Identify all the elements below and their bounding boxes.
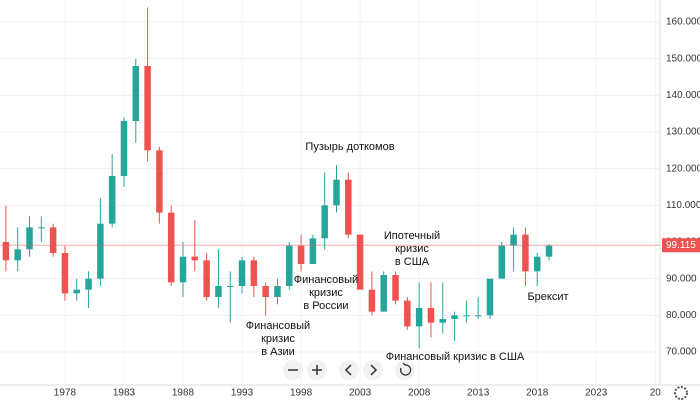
x-tick-label: 1983 bbox=[113, 388, 136, 399]
candle-body bbox=[510, 234, 517, 246]
candle-body bbox=[156, 150, 163, 213]
annotation: в России bbox=[303, 300, 348, 312]
candle-body bbox=[179, 256, 187, 283]
candle-body bbox=[167, 212, 175, 283]
candle-body bbox=[61, 253, 69, 294]
annotation: Финансовый bbox=[294, 274, 358, 286]
last-price-box bbox=[662, 238, 700, 253]
annotation: Брексит bbox=[527, 291, 568, 303]
candle-body bbox=[545, 245, 553, 257]
annotation: кризис bbox=[309, 287, 343, 299]
candle-body bbox=[333, 179, 340, 206]
annotation: в Азии bbox=[261, 346, 295, 358]
reset-icon bbox=[399, 362, 412, 376]
candle-body bbox=[463, 315, 470, 317]
candle-body bbox=[238, 260, 246, 286]
y-tick-label: 120.000 bbox=[666, 163, 700, 174]
candle-body bbox=[286, 245, 293, 286]
candle-body bbox=[533, 256, 541, 272]
y-tick-label: 150.000 bbox=[666, 53, 700, 64]
annotation: Финансовый кризис в США bbox=[386, 351, 525, 363]
y-tick-label: 160.000 bbox=[666, 17, 700, 28]
x-tick-label: 1978 bbox=[54, 388, 77, 399]
candle-body bbox=[474, 315, 482, 317]
candle-body bbox=[368, 289, 376, 312]
candle-body bbox=[486, 278, 494, 316]
y-tick-label: 80.000 bbox=[666, 310, 697, 321]
candle-body bbox=[274, 286, 281, 297]
x-tick-label: 2008 bbox=[408, 388, 431, 399]
candle-body bbox=[203, 260, 210, 297]
candle-body bbox=[38, 227, 45, 229]
reset-button[interactable] bbox=[395, 360, 415, 380]
last-price-label: 99.115 bbox=[666, 240, 696, 251]
annotation: кризис bbox=[395, 243, 429, 255]
candle-body bbox=[522, 234, 529, 272]
candle-body bbox=[191, 256, 199, 261]
candle-body bbox=[451, 315, 458, 319]
x-tick-label: 2018 bbox=[526, 388, 549, 399]
candle-body bbox=[321, 205, 328, 239]
candle-body bbox=[439, 319, 447, 323]
candle-body bbox=[498, 245, 506, 279]
candle-body bbox=[132, 66, 140, 121]
x-tick-label: 2013 bbox=[467, 388, 490, 399]
toolbar bbox=[283, 360, 688, 400]
candle-body bbox=[2, 242, 10, 261]
annotation: кризис bbox=[261, 333, 295, 345]
x-tick-label: 20 bbox=[650, 388, 662, 399]
candle-body bbox=[49, 227, 57, 253]
candle-body bbox=[262, 286, 269, 297]
candle-body bbox=[427, 308, 435, 323]
x-tick-label: 2023 bbox=[585, 388, 608, 399]
y-tick-label: 70.000 bbox=[666, 347, 697, 358]
candle-body bbox=[392, 275, 399, 301]
x-tick-label: 1988 bbox=[172, 388, 195, 399]
candle-body bbox=[108, 176, 116, 224]
y-tick-label: 140.000 bbox=[666, 90, 700, 101]
y-tick-label: 110.000 bbox=[666, 200, 700, 211]
candle-body bbox=[356, 234, 364, 290]
candle-body bbox=[120, 121, 128, 176]
candle-body bbox=[26, 227, 33, 250]
zoom-in-icon bbox=[312, 365, 322, 375]
settings-button[interactable] bbox=[674, 386, 688, 400]
candle-body bbox=[380, 275, 387, 312]
candle-body bbox=[215, 286, 222, 297]
scroll-right-icon bbox=[370, 364, 378, 376]
x-tick-label: 1993 bbox=[231, 388, 254, 399]
candle-body bbox=[85, 278, 92, 290]
y-tick-label: 90.000 bbox=[666, 273, 697, 284]
annotation: Ипотечный bbox=[384, 230, 440, 242]
candle-body bbox=[309, 238, 317, 264]
x-tick-label: 2003 bbox=[349, 388, 372, 399]
x-tick-label: 1998 bbox=[290, 388, 313, 399]
candle-body bbox=[144, 66, 151, 151]
scroll-right-button[interactable] bbox=[363, 360, 383, 380]
candle-body bbox=[250, 260, 258, 286]
candle-body bbox=[73, 289, 80, 294]
candle-body bbox=[297, 245, 305, 264]
scroll-left-button[interactable] bbox=[339, 360, 359, 380]
annotation: Финансовый bbox=[246, 320, 310, 332]
candle-body bbox=[97, 223, 104, 279]
candle-body bbox=[345, 179, 352, 235]
annotation: Пузырь доткомов bbox=[305, 141, 394, 153]
scroll-left-icon bbox=[344, 364, 352, 376]
y-tick-label: 130.000 bbox=[666, 127, 700, 138]
candle-body bbox=[226, 286, 234, 287]
candle-body bbox=[415, 308, 423, 327]
annotation: в США bbox=[395, 256, 430, 268]
candle-body bbox=[14, 249, 21, 261]
candle-body bbox=[404, 300, 411, 327]
